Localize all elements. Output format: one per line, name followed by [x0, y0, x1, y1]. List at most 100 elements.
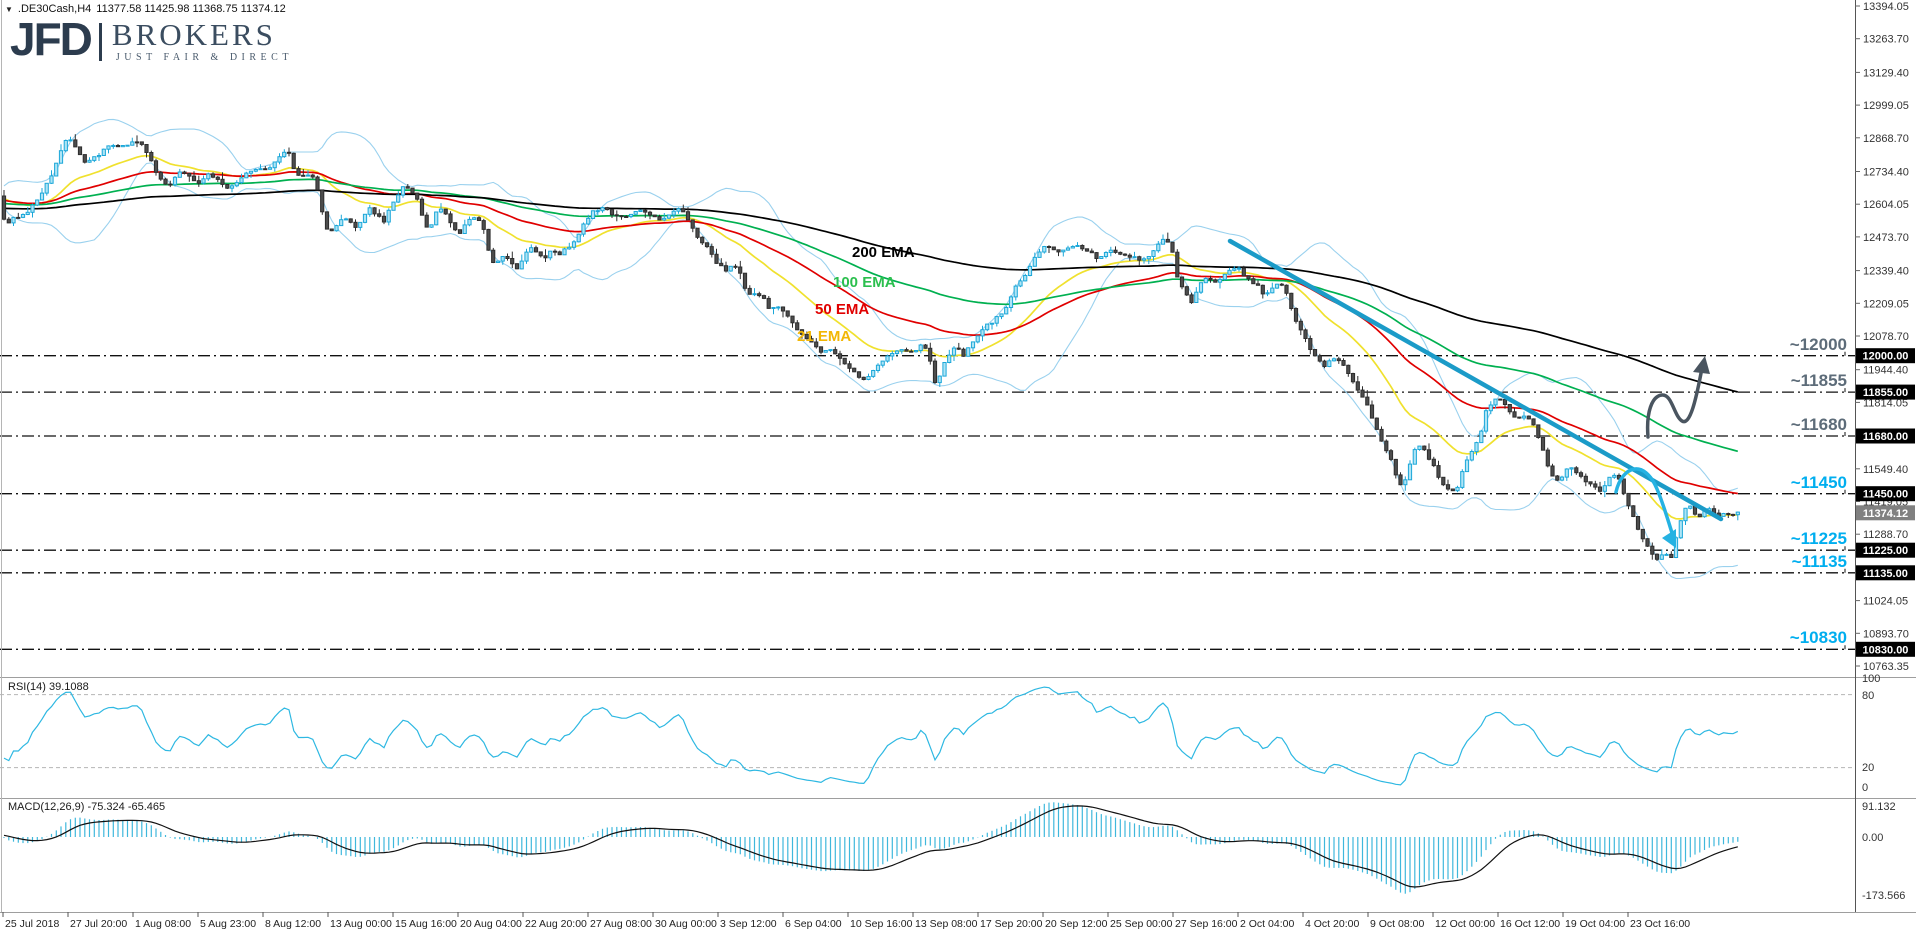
svg-text:1 Aug 08:00: 1 Aug 08:00 [135, 918, 191, 930]
level-label-11450: ~11450 [1790, 473, 1847, 492]
svg-text:27 Sep 16:00: 27 Sep 16:00 [1175, 918, 1238, 930]
svg-text:30 Aug 00:00: 30 Aug 00:00 [655, 918, 717, 930]
level-label-11135: ~11135 [1791, 552, 1847, 571]
svg-text:27 Aug 08:00: 27 Aug 08:00 [590, 918, 652, 930]
svg-text:20: 20 [1862, 762, 1874, 774]
svg-text:80: 80 [1862, 690, 1874, 702]
ema-200-label: 200 EMA [852, 244, 915, 261]
level-badge-11855 [1856, 384, 1915, 400]
level-label-11225: ~11225 [1790, 529, 1847, 548]
rsi-line [3, 686, 1739, 786]
svg-text:4 Oct 20:00: 4 Oct 20:00 [1305, 918, 1359, 930]
svg-text:27 Jul 20:00: 27 Jul 20:00 [70, 918, 127, 930]
svg-text:19 Oct 04:00: 19 Oct 04:00 [1565, 918, 1625, 930]
svg-text:25 Sep 00:00: 25 Sep 00:00 [1110, 918, 1173, 930]
svg-text:12734.40: 12734.40 [1863, 167, 1909, 179]
svg-text:-173.566: -173.566 [1862, 890, 1905, 902]
svg-text:25 Jul 2018: 25 Jul 2018 [5, 918, 59, 930]
macd-signal-line [3, 805, 1738, 888]
current-price-badge [1856, 505, 1915, 521]
rsi-panel [3, 686, 1739, 786]
svg-text:11135.00: 11135.00 [1863, 568, 1908, 580]
level-label-10830: ~10830 [1789, 628, 1847, 647]
ema-100-label: 100 EMA [833, 274, 896, 291]
rsi-indicator-label: RSI(14) 39.1088 [8, 681, 89, 693]
logo-name-text: BROKERS [111, 17, 276, 52]
level-badge-12000 [1856, 348, 1915, 364]
macd-panel [3, 802, 1739, 894]
svg-text:12868.70: 12868.70 [1863, 133, 1909, 145]
svg-text:22 Aug 20:00: 22 Aug 20:00 [525, 918, 587, 930]
bounce-up-arrowhead [1693, 356, 1710, 374]
svg-text:12209.05: 12209.05 [1863, 298, 1909, 310]
svg-text:10830.00: 10830.00 [1863, 644, 1909, 656]
ema-50-label: 50 EMA [815, 301, 870, 318]
level-label-12000: ~12000 [1789, 335, 1847, 354]
bounce-up-arrow [1645, 366, 1704, 439]
svg-text:12999.05: 12999.05 [1863, 100, 1909, 112]
logo-separator [98, 23, 102, 61]
svg-text:6 Sep 04:00: 6 Sep 04:00 [785, 918, 842, 930]
svg-text:13394.05: 13394.05 [1863, 1, 1909, 13]
svg-text:91.132: 91.132 [1862, 801, 1896, 813]
ema-50-line [3, 171, 1738, 495]
svg-text:8 Aug 12:00: 8 Aug 12:00 [265, 918, 321, 930]
bollinger-lower [3, 162, 1738, 580]
svg-text:23 Oct 16:00: 23 Oct 16:00 [1630, 918, 1690, 930]
svg-text:0.00: 0.00 [1862, 832, 1883, 844]
svg-text:3 Sep 12:00: 3 Sep 12:00 [720, 918, 777, 930]
svg-text:12078.70: 12078.70 [1863, 331, 1909, 343]
svg-text:12000.00: 12000.00 [1863, 351, 1909, 363]
svg-text:12 Oct 00:00: 12 Oct 00:00 [1435, 918, 1495, 930]
svg-text:13129.40: 13129.40 [1863, 67, 1909, 79]
svg-text:100: 100 [1862, 673, 1880, 685]
svg-text:11225.00: 11225.00 [1863, 545, 1908, 557]
svg-text:15 Aug 16:00: 15 Aug 16:00 [395, 918, 457, 930]
svg-text:11680.00: 11680.00 [1863, 431, 1908, 443]
symbol-ohlc-values: 11377.58 11425.98 11368.75 11374.12 [96, 3, 286, 15]
svg-text:12604.05: 12604.05 [1863, 199, 1909, 211]
breakdown-arrowhead [1662, 529, 1676, 548]
svg-text:11450.00: 11450.00 [1863, 489, 1908, 501]
svg-text:20 Sep 12:00: 20 Sep 12:00 [1045, 918, 1108, 930]
svg-text:16 Oct 12:00: 16 Oct 12:00 [1500, 918, 1560, 930]
svg-text:13 Aug 00:00: 13 Aug 00:00 [330, 918, 392, 930]
svg-text:20 Aug 04:00: 20 Aug 04:00 [460, 918, 522, 930]
level-label-11855: ~11855 [1790, 371, 1847, 390]
symbol-dropdown-icon[interactable]: ▼ [5, 4, 13, 14]
svg-text:12473.70: 12473.70 [1863, 232, 1909, 244]
level-badge-10830 [1856, 641, 1915, 657]
svg-text:10763.35: 10763.35 [1863, 661, 1909, 673]
svg-text:13 Sep 08:00: 13 Sep 08:00 [915, 918, 978, 930]
level-label-11680: ~11680 [1790, 415, 1847, 434]
svg-text:11024.05: 11024.05 [1863, 596, 1908, 608]
svg-text:2 Oct 04:00: 2 Oct 04:00 [1240, 918, 1294, 930]
svg-text:12339.40: 12339.40 [1863, 266, 1909, 278]
svg-text:11814.05: 11814.05 [1863, 397, 1908, 409]
ema-100-line [3, 178, 1739, 453]
svg-text:11855.00: 11855.00 [1863, 387, 1908, 399]
breakdown-arrow [1614, 467, 1674, 535]
ema-21-label: 21 EMA [797, 328, 852, 345]
main-panel [1, 118, 1740, 580]
symbol-name: .DE30Cash,H4 [17, 3, 92, 15]
svg-text:11374.12: 11374.12 [1863, 508, 1908, 520]
level-badge-11450 [1856, 486, 1915, 502]
ema-21-line [3, 154, 1738, 520]
chart-title-bar: ▼ .DE30Cash,H4 11377.58 11425.98 11368.7… [5, 3, 286, 15]
svg-text:5 Aug 23:00: 5 Aug 23:00 [200, 918, 256, 930]
svg-text:11549.40: 11549.40 [1863, 464, 1908, 476]
jfd-brokers-logo: JFD BROKERS JUST FAIR & DIRECT [10, 16, 293, 63]
logo-tagline-text: JUST FAIR & DIRECT [115, 52, 293, 63]
level-badge-11135 [1856, 565, 1915, 581]
macd-indicator-label: MACD(12,26,9) -75.324 -65.465 [8, 801, 166, 813]
svg-text:11944.40: 11944.40 [1863, 365, 1908, 377]
svg-text:17 Sep 20:00: 17 Sep 20:00 [980, 918, 1043, 930]
svg-text:9 Oct 08:00: 9 Oct 08:00 [1370, 918, 1424, 930]
svg-text:10893.70: 10893.70 [1863, 628, 1909, 640]
level-badge-11225 [1856, 542, 1915, 558]
svg-text:11288.70: 11288.70 [1863, 529, 1908, 541]
svg-text:13263.70: 13263.70 [1863, 34, 1909, 46]
